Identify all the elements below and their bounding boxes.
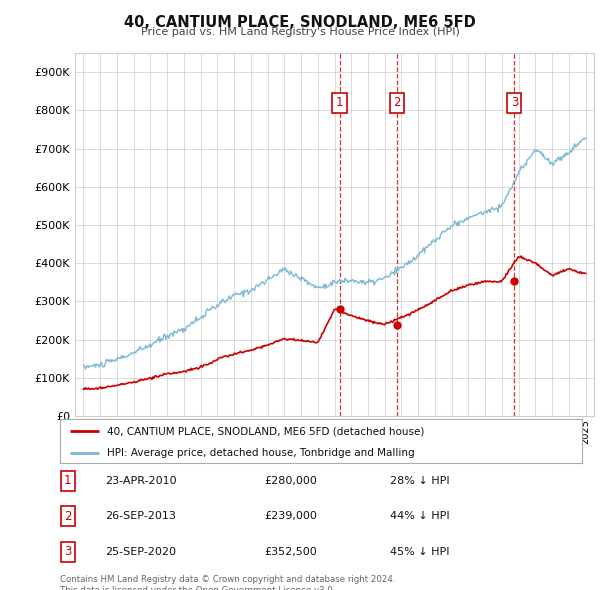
Text: 2: 2 — [394, 96, 401, 109]
Text: 23-APR-2010: 23-APR-2010 — [105, 476, 176, 486]
Text: Contains HM Land Registry data © Crown copyright and database right 2024.
This d: Contains HM Land Registry data © Crown c… — [60, 575, 395, 590]
Text: 28% ↓ HPI: 28% ↓ HPI — [390, 476, 449, 486]
Text: Price paid vs. HM Land Registry's House Price Index (HPI): Price paid vs. HM Land Registry's House … — [140, 27, 460, 37]
Text: 1: 1 — [64, 474, 71, 487]
Text: 3: 3 — [511, 96, 518, 109]
Text: 26-SEP-2013: 26-SEP-2013 — [105, 512, 176, 521]
Text: 45% ↓ HPI: 45% ↓ HPI — [390, 547, 449, 556]
Text: £352,500: £352,500 — [264, 547, 317, 556]
Text: 40, CANTIUM PLACE, SNODLAND, ME6 5FD (detached house): 40, CANTIUM PLACE, SNODLAND, ME6 5FD (de… — [107, 427, 424, 436]
Text: £239,000: £239,000 — [264, 512, 317, 521]
Text: £280,000: £280,000 — [264, 476, 317, 486]
Text: 40, CANTIUM PLACE, SNODLAND, ME6 5FD: 40, CANTIUM PLACE, SNODLAND, ME6 5FD — [124, 15, 476, 30]
Text: HPI: Average price, detached house, Tonbridge and Malling: HPI: Average price, detached house, Tonb… — [107, 448, 415, 458]
Text: 2: 2 — [64, 510, 71, 523]
Text: 44% ↓ HPI: 44% ↓ HPI — [390, 512, 449, 521]
Text: 3: 3 — [64, 545, 71, 558]
Text: 1: 1 — [336, 96, 343, 109]
Text: 25-SEP-2020: 25-SEP-2020 — [105, 547, 176, 556]
